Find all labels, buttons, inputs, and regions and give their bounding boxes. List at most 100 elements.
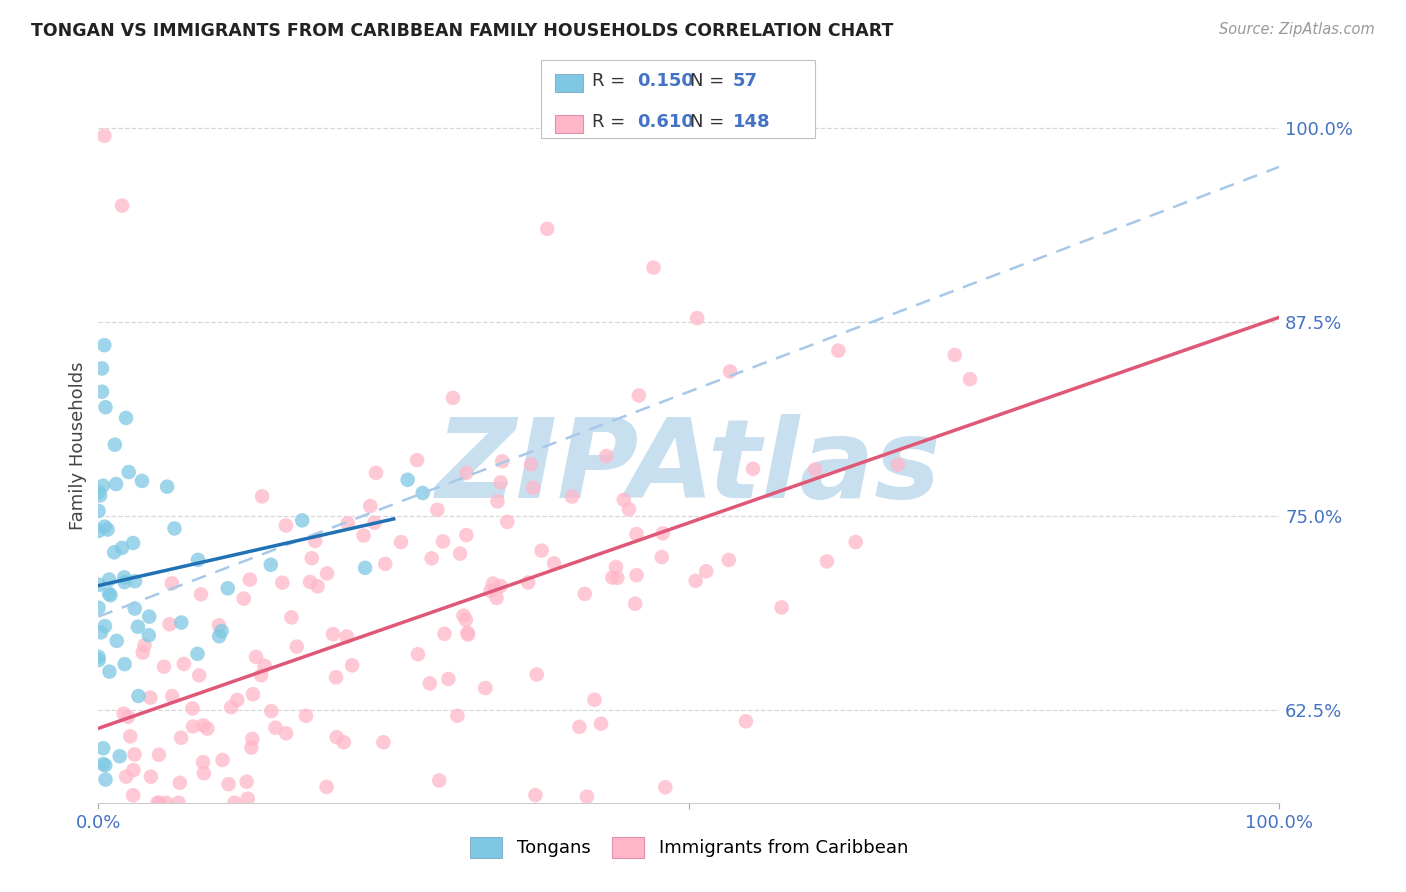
Point	[336, 516, 359, 531]
Point	[454, 613, 477, 627]
Point	[112, 706, 135, 721]
Point	[250, 668, 273, 682]
Point	[412, 486, 434, 500]
Point	[364, 466, 387, 480]
Point	[307, 579, 329, 593]
Point	[406, 453, 429, 467]
Point	[485, 591, 508, 605]
Point	[97, 523, 120, 537]
Point	[517, 575, 540, 590]
Point	[117, 710, 139, 724]
Point	[441, 391, 464, 405]
Point	[250, 489, 273, 503]
Point	[274, 726, 297, 740]
Point	[124, 574, 146, 589]
Point	[260, 704, 283, 718]
Point	[89, 488, 111, 502]
Point	[170, 615, 193, 630]
Point	[605, 560, 627, 574]
Point	[218, 777, 240, 791]
Point	[173, 657, 195, 671]
Point	[543, 557, 565, 571]
Point	[91, 757, 114, 772]
Text: N =: N =	[690, 72, 730, 90]
Point	[437, 672, 460, 686]
Point	[626, 568, 648, 582]
Point	[181, 701, 204, 715]
Point	[87, 524, 110, 538]
Point	[91, 479, 114, 493]
Text: ZIPAtlas: ZIPAtlas	[436, 414, 942, 521]
Point	[242, 731, 264, 746]
Point	[602, 570, 624, 584]
Point	[169, 776, 191, 790]
Point	[242, 687, 264, 701]
Point	[291, 513, 314, 527]
Point	[325, 730, 347, 744]
Point	[456, 528, 478, 542]
Point	[686, 311, 709, 326]
Point	[340, 658, 363, 673]
Point	[626, 527, 648, 541]
Point	[396, 473, 419, 487]
Point	[322, 627, 344, 641]
Point	[239, 573, 262, 587]
Point	[93, 519, 115, 533]
Point	[235, 774, 257, 789]
Point	[134, 639, 156, 653]
Point	[122, 536, 145, 550]
Point	[122, 763, 145, 777]
Point	[651, 526, 673, 541]
Point	[91, 741, 114, 756]
Text: Source: ZipAtlas.com: Source: ZipAtlas.com	[1219, 22, 1375, 37]
Point	[583, 693, 606, 707]
Point	[160, 576, 183, 591]
Point	[167, 796, 190, 810]
Point	[420, 551, 443, 566]
Point	[526, 667, 548, 681]
Text: R =: R =	[592, 72, 631, 90]
Point	[245, 649, 267, 664]
Point	[87, 504, 110, 518]
Point	[211, 753, 233, 767]
Point	[114, 657, 136, 672]
Point	[522, 481, 544, 495]
Point	[280, 610, 302, 624]
Text: N =: N =	[690, 113, 730, 131]
Point	[316, 566, 339, 581]
Point	[94, 758, 117, 772]
Point	[589, 716, 612, 731]
Point	[127, 689, 149, 703]
Point	[94, 401, 117, 415]
Point	[260, 558, 283, 572]
Point	[98, 665, 121, 679]
Point	[491, 454, 513, 468]
Point	[742, 462, 765, 476]
Point	[208, 629, 231, 643]
Point	[156, 480, 179, 494]
Point	[186, 647, 208, 661]
Point	[274, 518, 297, 533]
Text: R =: R =	[592, 113, 631, 131]
Point	[193, 718, 215, 732]
Point	[406, 647, 429, 661]
Point	[124, 747, 146, 762]
Point	[301, 551, 323, 566]
Point	[524, 788, 547, 802]
Point	[112, 570, 135, 584]
Point	[353, 528, 375, 542]
Point	[449, 547, 471, 561]
Point	[363, 516, 385, 530]
Point	[325, 670, 347, 684]
Point	[93, 338, 115, 352]
Point	[217, 582, 239, 596]
Point	[457, 627, 479, 641]
Point	[181, 719, 204, 733]
Text: 57: 57	[733, 72, 758, 90]
Point	[734, 714, 756, 729]
Point	[457, 625, 479, 640]
Point	[374, 557, 396, 571]
Point	[426, 503, 449, 517]
Point	[295, 708, 318, 723]
Point	[170, 731, 193, 745]
